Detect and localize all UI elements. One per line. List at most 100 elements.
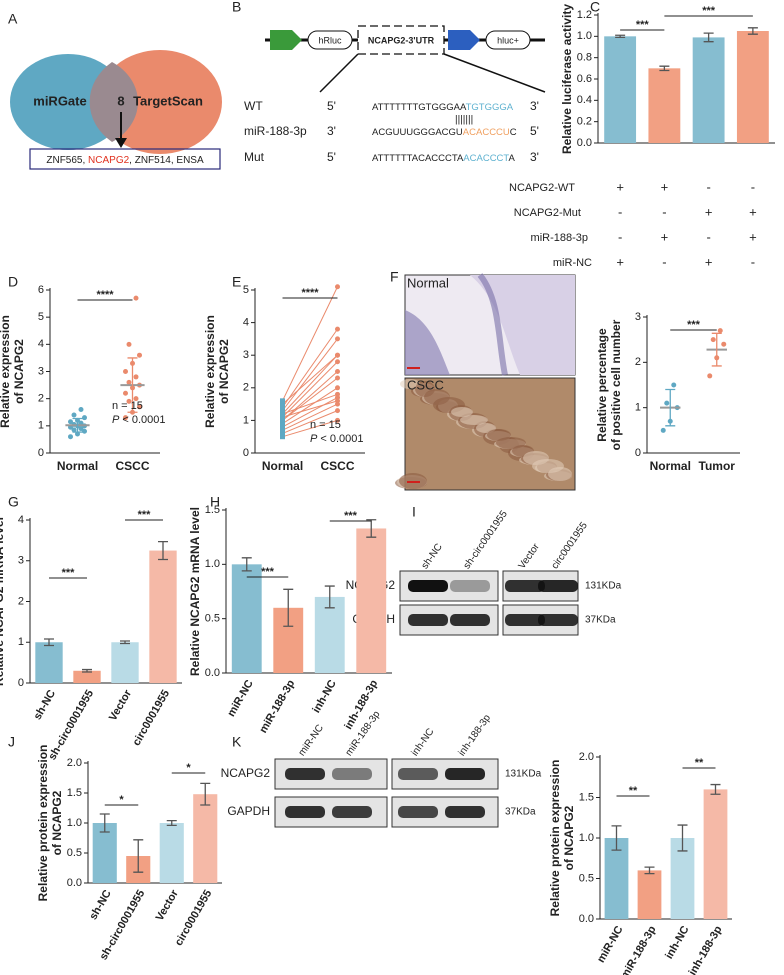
point [133, 396, 139, 402]
promoter-arrow [270, 30, 302, 50]
point [280, 411, 285, 417]
point [126, 341, 132, 347]
error-bar [711, 332, 722, 367]
stat-p: P < 0.0001 [112, 414, 166, 426]
band [332, 806, 372, 818]
error-bar [615, 34, 626, 39]
bar [604, 838, 629, 919]
panel-letter: F [390, 269, 399, 285]
x-tick-label: Normal [262, 459, 303, 473]
gene: NCAPG2 [88, 155, 130, 166]
x-tick-label: inh-NC [310, 678, 338, 715]
point [280, 417, 285, 423]
cell: - [618, 204, 622, 219]
y-tick-label: 2.0 [579, 751, 594, 763]
error-bar [133, 839, 144, 873]
stat-p: P < 0.0001 [310, 433, 364, 445]
sequence-end: 3' [327, 124, 336, 138]
point [335, 375, 340, 381]
point [78, 407, 84, 413]
y-tick-label: 3 [18, 555, 24, 567]
panel-letter: B [232, 0, 241, 15]
sequence-end: 5' [530, 124, 539, 138]
sequence-part: ACACCCU [463, 127, 510, 138]
p-value: < 0.0001 [317, 433, 363, 445]
y-tick-label: 1.0 [67, 817, 82, 829]
bar [35, 642, 63, 683]
sequence: ATTTTTTACACCCTAACACCCTA [372, 153, 516, 164]
band [285, 768, 325, 780]
x-tick-label: Tumor [699, 459, 736, 473]
cell: - [618, 229, 622, 244]
point [717, 328, 723, 334]
tissue [460, 415, 488, 425]
point [335, 359, 340, 365]
y-tick-label: 1.0 [579, 832, 594, 844]
arrow-head [115, 138, 127, 148]
band [398, 806, 438, 818]
point [75, 431, 80, 437]
point [280, 421, 285, 427]
error-bar [283, 588, 294, 627]
pair-line [282, 377, 338, 421]
element-label: hRluc [318, 35, 342, 45]
y-tick-label: 1.5 [205, 504, 220, 516]
tissue [415, 381, 435, 397]
point [335, 336, 340, 342]
point [707, 373, 713, 379]
x-tick-label: miR-NC [595, 924, 626, 965]
point [78, 426, 84, 432]
point [335, 408, 340, 414]
lane-label: Vector [517, 541, 543, 571]
tissue [477, 273, 508, 376]
point [335, 417, 340, 423]
error-bar [127, 357, 138, 413]
stat-n: n = 15 [112, 400, 143, 412]
sequence-part: ACACCCT [463, 153, 509, 164]
point [133, 295, 139, 301]
sequence-part: ATTTTTTACACCCTA [372, 153, 464, 164]
tissue [451, 407, 473, 417]
pair-line [282, 328, 338, 408]
panel-letter: C [590, 0, 600, 15]
panel-letter: A [8, 11, 18, 27]
point [721, 341, 727, 347]
point [71, 412, 77, 418]
bar [648, 68, 681, 143]
band [445, 806, 485, 818]
y-tick-label: 0.0 [205, 667, 220, 679]
error-bar [703, 32, 714, 43]
y-tick-label: 4 [18, 514, 24, 526]
point [82, 415, 87, 421]
y-tick-label: 0.5 [205, 613, 220, 625]
bar [314, 596, 345, 673]
y-tick-label: 0.2 [577, 116, 592, 128]
x-tick-label: miR-NC [225, 678, 256, 719]
panel-letter: D [8, 274, 18, 290]
bar [231, 564, 262, 673]
gene: ZNF565, [46, 155, 88, 166]
bar [73, 670, 101, 683]
error-bar [324, 585, 335, 609]
x-tick-label: Normal [650, 459, 691, 473]
point [280, 414, 285, 420]
utr-label: NCAPG2-3'UTR [368, 35, 435, 45]
error-bar [166, 819, 177, 827]
y-axis-label: Relative luciferase activity [560, 4, 574, 154]
cell: + [661, 179, 669, 194]
pairing: ||||||| [455, 115, 473, 126]
significance-label: *** [138, 509, 152, 521]
venn-label: TargetScan [133, 93, 203, 108]
significance-label: **** [96, 289, 114, 301]
error-bar [677, 824, 688, 852]
sequence-part: C [510, 127, 517, 138]
point [280, 408, 285, 414]
significance-label: *** [636, 19, 650, 31]
pair-line [282, 371, 338, 421]
y-tick-label: 0.5 [67, 847, 82, 859]
pair-line [282, 393, 338, 415]
panel-letter: E [232, 274, 241, 290]
y-tick-label: 0.4 [577, 94, 592, 106]
y-tick-label: 1.2 [577, 9, 592, 21]
lane-label: inh-188-3p [457, 712, 494, 758]
